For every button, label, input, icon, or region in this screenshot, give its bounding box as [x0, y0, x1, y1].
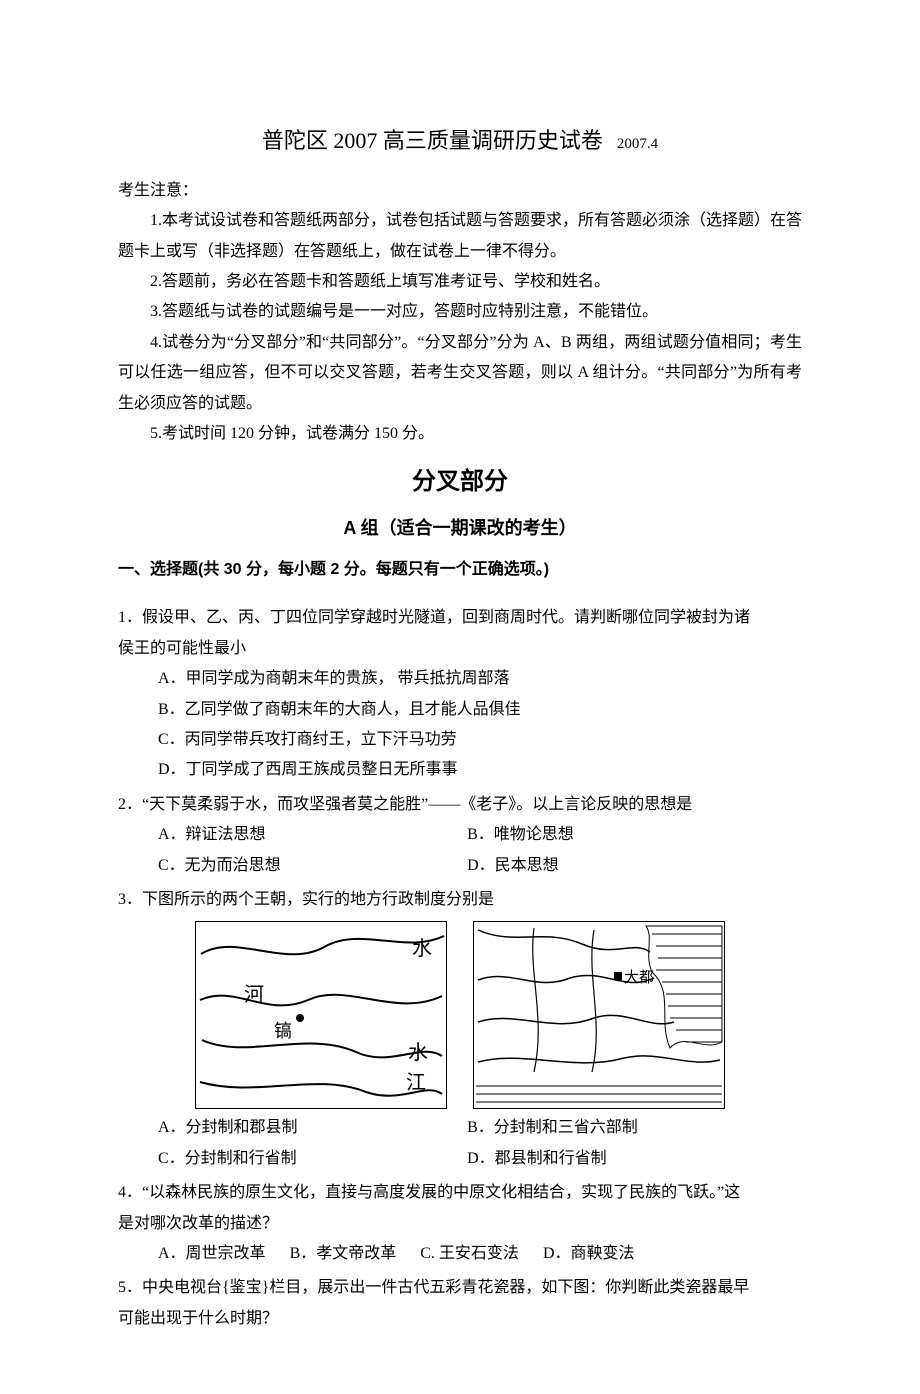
q3-map-1: 水 河 镐 水 江 [195, 921, 447, 1109]
map2-label-dadu: 大都 [624, 964, 654, 993]
map1-label-he: 河 [244, 976, 264, 1014]
q1-option-b: B．乙同学做了商朝末年的大商人，且才能人品俱佳 [118, 695, 802, 725]
notice-heading: 考生注意： [118, 176, 802, 206]
q3-map-2: 大都 [473, 921, 725, 1109]
mc-heading: 一、选择题(共 30 分，每小题 2 分。每题只有一个正确选项。) [118, 555, 802, 585]
notice-item-2: 2.答题前，务必在答题卡和答题纸上填写准考证号、学校和姓名。 [118, 267, 802, 297]
group-a-title: A 组（适合一期课改的考生） [118, 511, 802, 545]
q2-option-d: D．民本思想 [467, 851, 776, 881]
q1-stem-line1: 1．假设甲、乙、丙、丁四位同学穿越时光隧道，回到商周时代。请判断哪位同学被封为诸 [118, 603, 802, 633]
q4-options: A．周世宗改革 B．孝文帝改革 C. 王安石变法 D．商鞅变法 [118, 1239, 802, 1269]
q3-stem: 3．下图所示的两个王朝，实行的地方行政制度分别是 [118, 885, 802, 915]
notice-item-4: 4.试卷分为“分叉部分”和“共同部分”。“分叉部分”分为 A、B 两组，两组试题… [118, 328, 802, 419]
q1-option-c: C．丙同学带兵攻打商纣王，立下汗马功劳 [118, 725, 802, 755]
q4-option-d: D．商鞅变法 [543, 1239, 635, 1269]
exam-page: 普陀区 2007 高三质量调研历史试卷 2007.4 考生注意： 1.本考试设试… [0, 0, 920, 1394]
q4-stem-line2: 是对哪次改革的描述？ [118, 1209, 802, 1239]
q2-option-a: A．辩证法思想 [158, 820, 467, 850]
map1-label-jiang: 江 [406, 1064, 426, 1102]
q4-option-c: C. 王安石变法 [420, 1239, 519, 1269]
q2-stem: 2．“天下莫柔弱于水，而攻坚强者莫之能胜”——《老子》。以上言论反映的思想是 [118, 790, 802, 820]
q3-row2: C．分封制和行省制 D．郡县制和行省制 [118, 1144, 802, 1174]
q3-option-d: D．郡县制和行省制 [467, 1144, 776, 1174]
map1-label-gao: 镐 [274, 1014, 292, 1048]
q3-option-a: A．分封制和郡县制 [158, 1113, 467, 1143]
q2-option-b: B．唯物论思想 [467, 820, 776, 850]
notice-item-3: 3.答题纸与试卷的试题编号是一一对应，答题时应特别注意，不能错位。 [118, 297, 802, 327]
q4-option-a: A．周世宗改革 [158, 1239, 266, 1269]
q2-option-c: C．无为而治思想 [158, 851, 467, 881]
map2-svg [474, 922, 724, 1108]
title-line: 普陀区 2007 高三质量调研历史试卷 2007.4 [118, 120, 802, 162]
q3-option-b: B．分封制和三省六部制 [467, 1113, 776, 1143]
q3-row1: A．分封制和郡县制 B．分封制和三省六部制 [118, 1113, 802, 1143]
title-date: 2007.4 [617, 136, 658, 152]
q3-maps: 水 河 镐 水 江 [118, 921, 802, 1109]
q2-row2: C．无为而治思想 D．民本思想 [118, 851, 802, 881]
q1-option-d: D．丁同学成了西周王族成员整日无所事事 [118, 755, 802, 785]
q4-option-b: B．孝文帝改革 [290, 1239, 397, 1269]
notice-item-5: 5.考试时间 120 分钟，试卷满分 150 分。 [118, 419, 802, 449]
q5-stem-line2: 可能出现于什么时期？ [118, 1304, 802, 1334]
page-title: 普陀区 2007 高三质量调研历史试卷 [262, 128, 603, 153]
map1-label-shui1: 水 [412, 930, 432, 968]
q5-stem-line1: 5．中央电视台{鉴宝}栏目，展示出一件古代五彩青花瓷器，如下图：你判断此类瓷器最… [118, 1273, 802, 1303]
q3-option-c: C．分封制和行省制 [158, 1144, 467, 1174]
q1-stem-line2: 侯王的可能性最小 [118, 634, 802, 664]
q4-stem-line1: 4．“以森林民族的原生文化，直接与高度发展的中原文化相结合，实现了民族的飞跃。”… [118, 1178, 802, 1208]
notice-item-1: 1.本考试设试卷和答题纸两部分，试卷包括试题与答题要求，所有答题必须涂（选择题）… [118, 206, 802, 267]
fork-section-title: 分叉部分 [118, 459, 802, 505]
q1-option-a: A．甲同学成为商朝末年的贵族， 带兵抵抗周部落 [118, 664, 802, 694]
q2-row1: A．辩证法思想 B．唯物论思想 [118, 820, 802, 850]
